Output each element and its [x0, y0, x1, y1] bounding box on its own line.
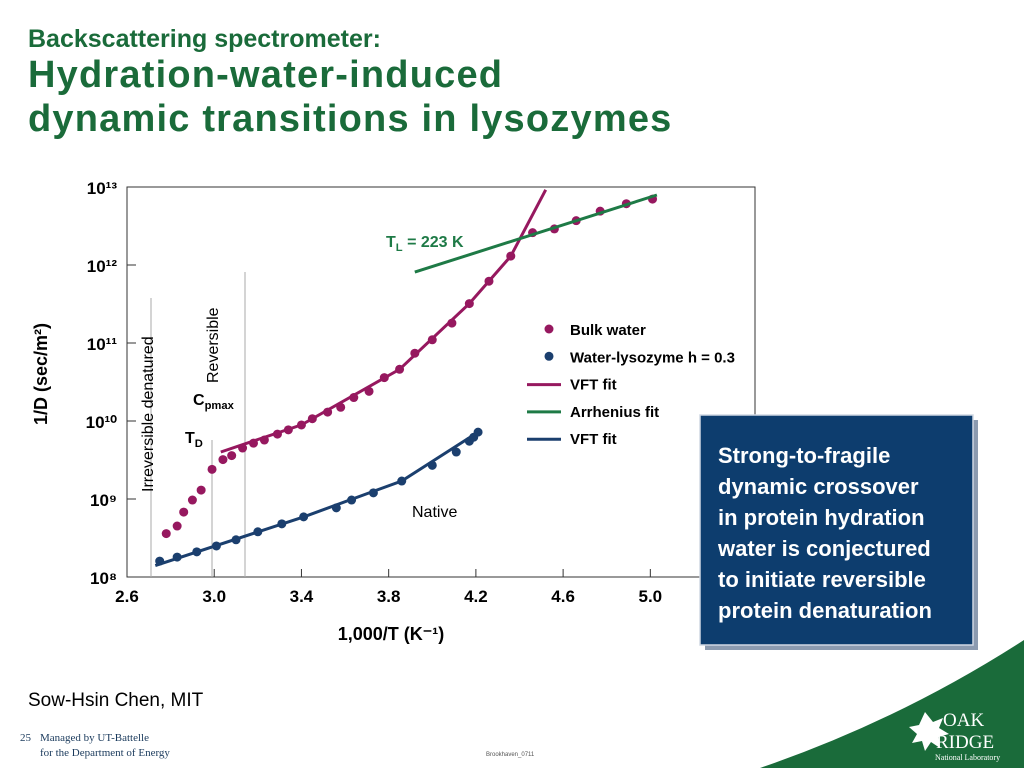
x-tick-label: 4.6: [551, 587, 575, 606]
annotation-text: Native: [412, 504, 457, 521]
logo-leaf: [909, 712, 949, 751]
y-axis-label: 1/D (sec/m²): [31, 323, 51, 425]
kicker: Backscattering spectrometer:: [28, 25, 381, 53]
y-tick-label: 10⁹: [90, 491, 117, 510]
fit-line: [220, 189, 548, 454]
annotation-text: C: [193, 392, 205, 409]
y-tick-label: 10⁸: [90, 569, 117, 588]
credit: Sow-Hsin Chen, MIT: [28, 690, 204, 711]
x-tick-label: 3.0: [202, 587, 226, 606]
data-point: [179, 507, 189, 517]
annotation: TL = 223 K: [386, 234, 464, 254]
data-point: [187, 495, 197, 505]
page-number: 25: [20, 732, 32, 744]
legend-label: VFT fit: [570, 431, 617, 448]
callout-box: [699, 414, 974, 646]
annotation: Irreversible denatured: [140, 336, 157, 492]
legend-marker: [544, 324, 554, 334]
x-tick-label: 3.4: [290, 587, 314, 606]
data-point: [196, 485, 206, 495]
x-tick-label: 2.6: [115, 587, 139, 606]
callout-line: Strong-to-fragile: [718, 443, 890, 468]
annotation-text: Reversible: [205, 307, 222, 383]
data-point: [451, 447, 461, 457]
y-tick-label: 10¹²: [87, 257, 118, 276]
data-point: [207, 464, 217, 474]
y-tick-label: 10¹³: [87, 179, 118, 198]
y-tick-label: 10¹¹: [87, 335, 118, 354]
callout-line: water is conjectured: [717, 536, 931, 561]
annotation-subscript: pmax: [205, 400, 235, 412]
x-axis-label: 1,000/T (K⁻¹): [338, 624, 445, 644]
annotation-text: Irreversible denatured: [140, 336, 157, 492]
legend-label: Arrhenius fit: [570, 404, 659, 421]
callout-line: in protein hydration: [718, 505, 925, 530]
x-tick-label: 3.8: [377, 587, 401, 606]
plot-frame: [126, 186, 756, 578]
y-tick-label: 10¹⁰: [86, 413, 118, 432]
footer-swoosh: [760, 640, 1024, 768]
data-point: [218, 455, 228, 465]
callout-line: protein denaturation: [718, 598, 932, 623]
footer-line: for the Department of Energy: [40, 747, 170, 759]
legend-label: Water-lysozyme h = 0.3: [570, 349, 735, 366]
logo-word: RIDGE: [936, 732, 994, 753]
callout-line: dynamic crossover: [718, 474, 919, 499]
x-tick-label: 5.0: [639, 587, 663, 606]
data-point: [161, 529, 171, 539]
legend-marker: [544, 351, 554, 361]
annotation-text: T: [386, 234, 396, 251]
annotation-subscript: D: [195, 438, 203, 450]
annotation-subscript: L: [396, 242, 403, 254]
legend-label: VFT fit: [570, 377, 617, 394]
x-tick-label: 4.2: [464, 587, 488, 606]
logo-word: OAK: [943, 710, 984, 731]
title: dynamic transitions in lysozymes: [28, 98, 673, 140]
annotation: Native: [412, 504, 457, 521]
annotation: TD: [185, 430, 203, 450]
footer-line: Managed by UT-Battelle: [40, 732, 149, 744]
data-point: [227, 451, 237, 461]
title: Hydration-water-induced: [28, 54, 503, 96]
annotation: Cpmax: [193, 392, 235, 412]
fit-line: [414, 193, 658, 274]
logo-subtitle: National Laboratory: [935, 753, 1000, 762]
annotation-text: T: [185, 430, 195, 447]
legend-label: Bulk water: [570, 322, 646, 339]
footer-code: Brookhaven_0711: [486, 752, 535, 758]
annotation: Reversible: [205, 307, 222, 383]
fit-line: [154, 430, 479, 568]
annotation-suffix: = 223 K: [403, 234, 464, 251]
data-point: [172, 521, 182, 531]
callout-line: to initiate reversible: [718, 567, 926, 592]
